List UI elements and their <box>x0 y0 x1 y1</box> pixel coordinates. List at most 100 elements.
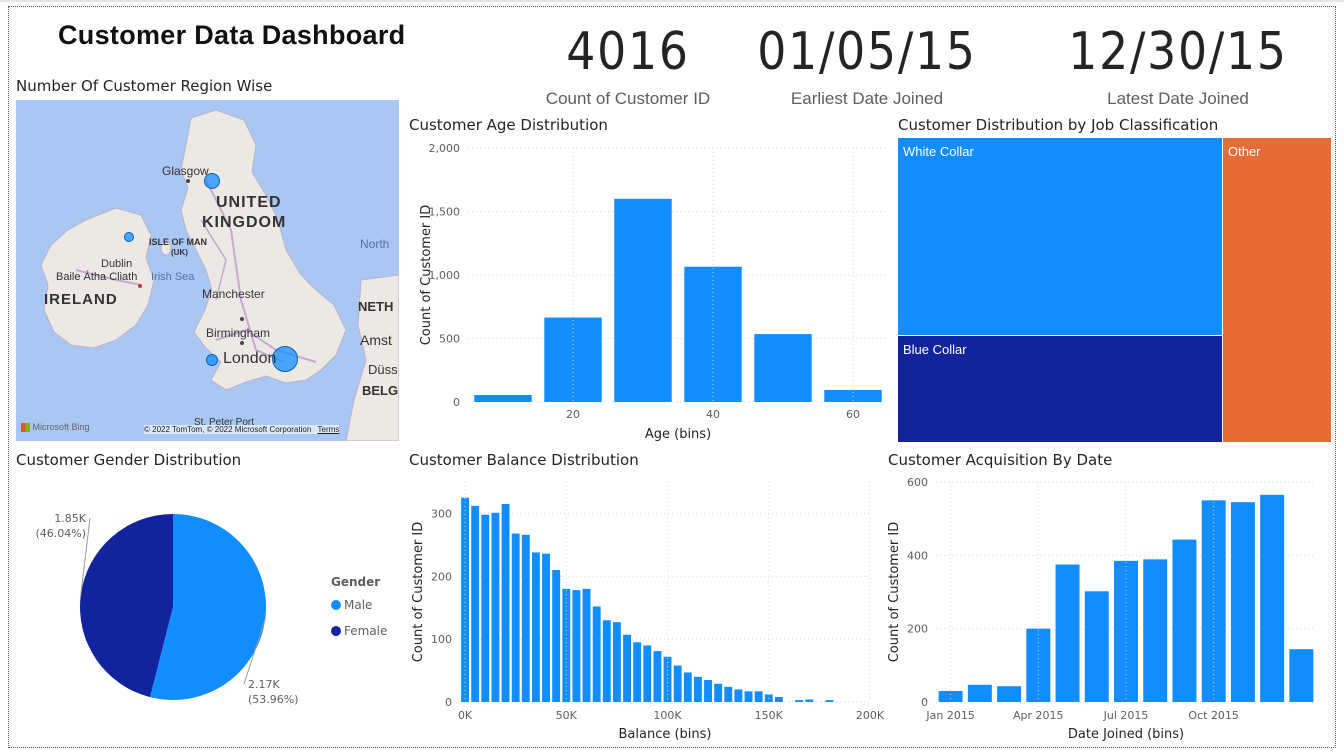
map-label-dublin: Dublin <box>101 258 133 270</box>
map-terms-link[interactable]: Terms <box>317 425 340 434</box>
bar <box>461 497 470 702</box>
bar <box>552 570 561 702</box>
x-tick-label: 100K <box>653 709 682 722</box>
bar <box>1172 539 1197 702</box>
bar <box>693 676 702 702</box>
pie-leader-line <box>243 618 266 685</box>
map-label-ireland: IRELAND <box>44 291 118 308</box>
bar <box>471 505 480 702</box>
bar <box>531 552 540 702</box>
kpi-count-label: Count of Customer ID <box>545 89 711 108</box>
map-label-manchester: Manchester <box>202 287 265 301</box>
age-chart[interactable]: 0 500 1,000 1,500 2,000 Age (bins) Count of Cu… <box>404 136 894 446</box>
gender-chart[interactable]: 2.17K (53.96%) 1.85K (46.04%) Gender Male Fema… <box>16 470 396 740</box>
map-copyright: © 2022 TomTom, © 2022 Microsoft Corporat… <box>144 425 340 434</box>
bar <box>572 590 581 702</box>
bar <box>521 534 530 702</box>
kpi-latest-value[interactable]: 12/30/15 <box>1068 22 1288 82</box>
bar <box>997 686 1022 702</box>
bar <box>592 606 601 702</box>
kpi-count-value[interactable]: 4016 <box>566 22 690 82</box>
x-tick-label: Jan 2015 <box>925 709 974 722</box>
x-tick-label: 200K <box>856 709 884 722</box>
bar <box>704 680 712 702</box>
pie-percent-label: (46.04%) <box>35 527 86 540</box>
y-tick-label: 1,000 <box>429 269 461 282</box>
bar <box>1260 494 1285 702</box>
job-treemap[interactable]: White Collar Blue Collar Other <box>898 138 1331 442</box>
bar <box>614 198 672 402</box>
map-label-neth: NETH <box>358 299 394 314</box>
bar <box>795 700 804 702</box>
map-label-birmingham: Birmingham <box>206 326 271 340</box>
bar <box>633 642 642 702</box>
kpi-earliest-value[interactable]: 01/05/15 <box>757 22 977 82</box>
map-bubble-london <box>272 346 298 372</box>
x-tick-label: Jul 2015 <box>1103 709 1149 722</box>
bar <box>1289 649 1314 702</box>
region-map[interactable]: Glasgow UNITED KINGDOM ISLE OF MAN (UK) … <box>16 100 399 441</box>
bar <box>643 645 652 702</box>
x-tick-label: 150K <box>755 709 784 722</box>
bar <box>582 588 591 702</box>
report-canvas <box>8 6 1336 748</box>
bar <box>1026 628 1051 702</box>
legend-marker-male <box>331 600 341 610</box>
job-chart-title: Customer Distribution by Job Classificat… <box>898 116 1219 134</box>
bar <box>754 691 763 702</box>
pie-slice-female <box>80 514 173 698</box>
y-tick-label: 100 <box>431 633 452 646</box>
map-label-north: North <box>360 237 390 251</box>
bar <box>562 588 571 702</box>
y-tick-label: 0 <box>453 396 460 409</box>
map-label-glasgow: Glasgow <box>162 164 209 178</box>
balance-chart[interactable]: 0 100 200 300 Balance (bins) Count of Custome… <box>404 470 884 748</box>
legend-title: Gender <box>331 575 380 589</box>
map-label-baile: Baile Átha Cliath <box>56 271 138 283</box>
bar <box>602 620 611 702</box>
x-tick-label: 40 <box>706 408 720 421</box>
bar <box>474 395 532 402</box>
bar <box>612 622 621 702</box>
bar <box>683 672 692 702</box>
map-label-irish-sea: Irish Sea <box>151 271 195 283</box>
pie-slice-male <box>149 514 266 700</box>
bar <box>774 696 783 702</box>
kpi-latest-label: Latest Date Joined <box>1107 89 1249 108</box>
x-tick-label: 60 <box>846 408 860 421</box>
acquisition-chart[interactable]: 0 200 400 600 Date Joined (bins) Count of Cus… <box>884 470 1334 748</box>
map-label-isle-of-man-uk: (UK) <box>171 248 188 257</box>
treemap-white-collar[interactable]: White Collar <box>898 138 1222 335</box>
map-label-stpeter: St. Peter Port <box>194 417 255 428</box>
bar <box>1143 559 1168 702</box>
kpi-earliest-label: Earliest Date Joined <box>790 89 944 108</box>
y-tick-label: 500 <box>439 333 460 346</box>
pie-value-label: 1.85K <box>54 512 86 525</box>
bar <box>744 691 753 702</box>
y-axis-label: Count of Customer ID <box>419 205 434 346</box>
y-tick-label: 400 <box>907 549 928 562</box>
map-land <box>40 109 399 441</box>
x-axis-label: Date Joined (bins) <box>1068 727 1184 742</box>
y-tick-label: 600 <box>907 476 928 489</box>
map-title: Number Of Customer Region Wise <box>16 77 273 95</box>
map-label-amst: Amst <box>360 332 392 348</box>
age-chart-title: Customer Age Distribution <box>409 116 608 134</box>
bar <box>673 665 682 702</box>
balance-chart-title: Customer Balance Distribution <box>409 451 639 469</box>
bar <box>623 634 631 702</box>
gender-chart-title: Customer Gender Distribution <box>16 451 242 469</box>
pie-leader-line <box>80 517 91 596</box>
bar <box>734 689 743 702</box>
legend-marker-female <box>331 626 341 636</box>
dashboard-title: Customer Data Dashboard <box>58 20 406 50</box>
y-tick-label: 200 <box>431 570 452 583</box>
map-label-kingdom: KINGDOM <box>202 214 287 231</box>
map-label-isle-of-man: ISLE OF MAN <box>149 237 207 247</box>
bar <box>967 684 992 702</box>
x-axis-label: Age (bins) <box>645 427 711 442</box>
treemap-other[interactable]: Other <box>1223 138 1331 442</box>
pie-value-label: 2.17K <box>248 678 280 691</box>
x-tick-label: Oct 2015 <box>1188 709 1239 722</box>
treemap-blue-collar[interactable]: Blue Collar <box>898 336 1222 442</box>
